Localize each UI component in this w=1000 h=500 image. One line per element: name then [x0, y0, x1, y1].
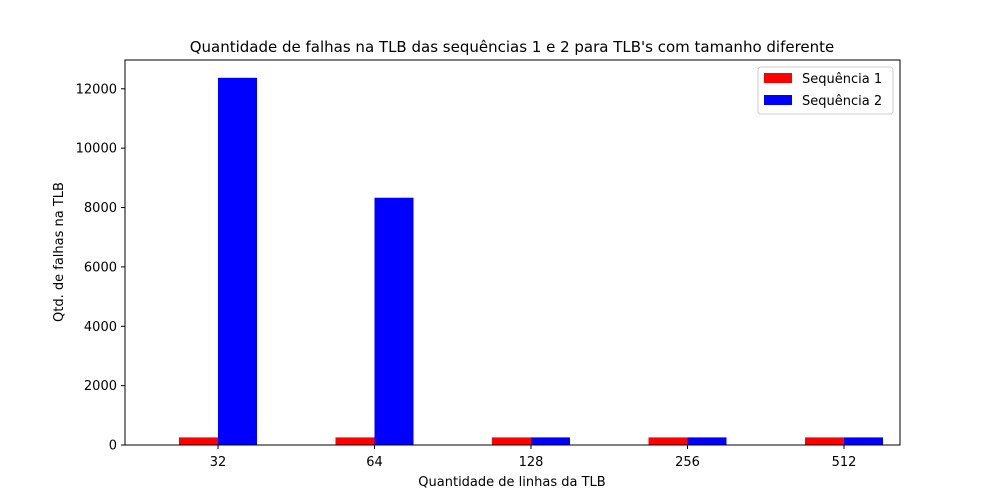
bar-1-64 [335, 437, 375, 445]
bar-2-64 [374, 197, 414, 445]
x-tick-label-128: 128 [519, 455, 544, 470]
x-axis-label: Quantidade de linhas da TLB [418, 475, 605, 490]
y-axis-label: Qtd. de falhas na TLB [52, 182, 67, 322]
bars-layer [179, 77, 883, 445]
x-tick-label-32: 32 [210, 455, 227, 470]
x-axis: 32 64 128 256 512 [210, 445, 857, 470]
y-tick-label-0: 0 [109, 439, 117, 454]
legend-swatch-1 [764, 73, 792, 83]
y-axis: 0 2000 4000 6000 8000 10000 12000 [76, 82, 125, 454]
x-tick-label-256: 256 [675, 455, 700, 470]
bar-1-32 [179, 437, 218, 445]
x-tick-label-64: 64 [366, 455, 383, 470]
y-tick-label-2000: 2000 [84, 379, 117, 394]
bar-2-32 [218, 77, 257, 445]
legend-label-1: Sequência 1 [802, 72, 882, 87]
bar-1-128 [492, 437, 531, 445]
chart-title: Quantidade de falhas na TLB das sequênci… [190, 38, 835, 56]
y-tick-label-4000: 4000 [84, 320, 117, 335]
bar-2-256 [687, 437, 727, 445]
bar-1-256 [648, 437, 688, 445]
legend-swatch-2 [764, 95, 792, 105]
y-tick-label-12000: 12000 [76, 82, 117, 97]
bar-1-512 [805, 437, 844, 445]
y-tick-label-10000: 10000 [76, 142, 117, 157]
bar-2-512 [844, 437, 883, 445]
x-tick-label-512: 512 [832, 455, 857, 470]
plot-frame [124, 59, 901, 446]
legend: Sequência 1 Sequência 2 [757, 66, 894, 115]
bar-2-128 [531, 437, 570, 445]
y-tick-label-8000: 8000 [84, 201, 117, 216]
legend-label-2: Sequência 2 [802, 94, 882, 109]
y-tick-label-6000: 6000 [84, 260, 117, 275]
